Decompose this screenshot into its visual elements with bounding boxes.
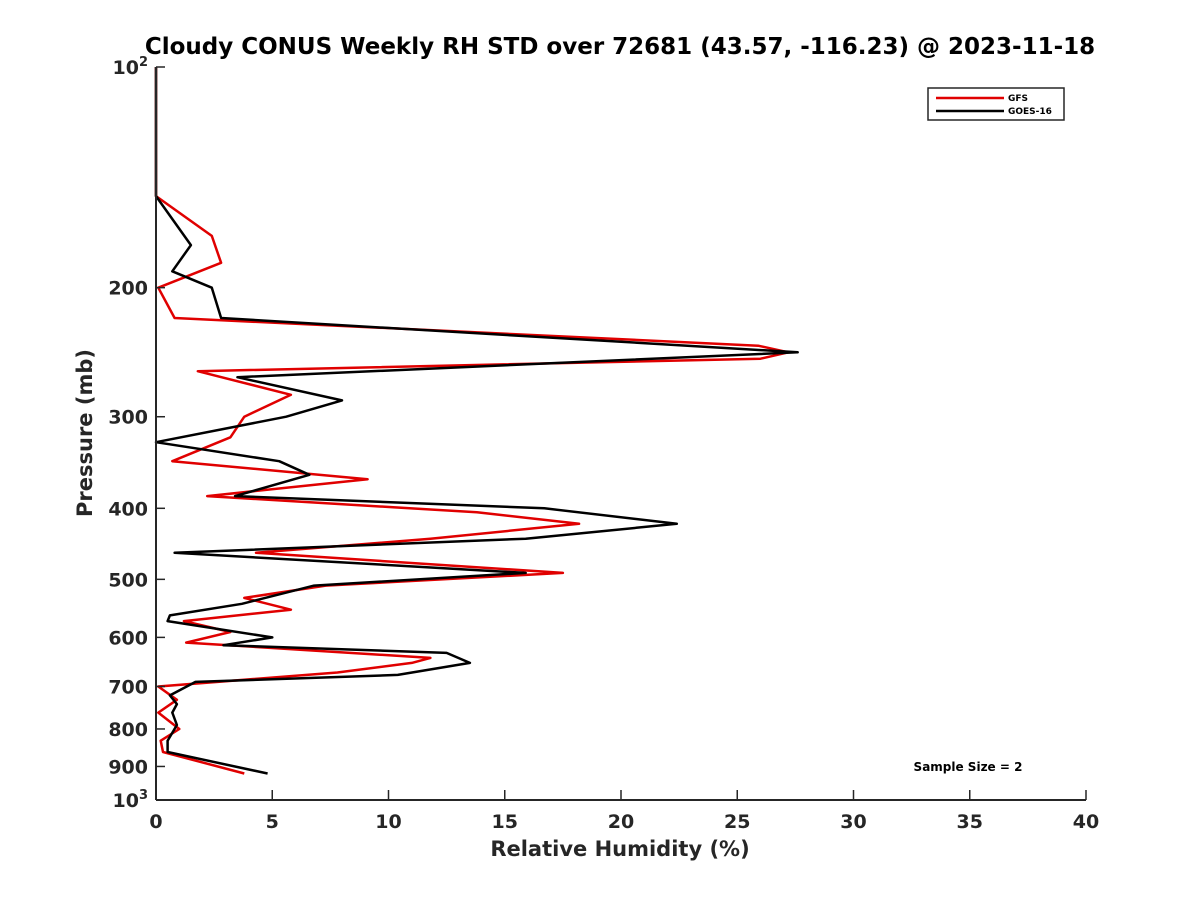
x-tick-label: 30 xyxy=(840,811,866,833)
y-ticks: 102 200 300 400 500 600 700 800 900 103 xyxy=(108,55,165,812)
sample-size-annotation: Sample Size = 2 xyxy=(914,760,1023,774)
x-tick-label: 40 xyxy=(1073,811,1099,833)
x-axis-label: Relative Humidity (%) xyxy=(490,837,749,861)
x-tick-label: 15 xyxy=(492,811,518,833)
x-tick-label: 25 xyxy=(724,811,750,833)
y-tick-label: 200 xyxy=(108,278,148,300)
legend-box xyxy=(927,87,1065,121)
x-tick-label: 5 xyxy=(266,811,279,833)
y-tick-label: 103 xyxy=(113,788,149,812)
x-tick-label: 10 xyxy=(375,811,401,833)
series-layer xyxy=(154,67,799,775)
y-tick-label: 500 xyxy=(108,569,148,591)
legend: GFS GOES-16 xyxy=(927,87,1065,121)
y-tick-label: 300 xyxy=(108,407,148,429)
axes-layer xyxy=(155,67,1086,801)
y-tick-label: 102 xyxy=(113,55,149,79)
x-tick-label: 0 xyxy=(149,811,162,833)
legend-label-gfs: GFS xyxy=(1008,94,1028,104)
y-tick-label: 700 xyxy=(108,676,148,698)
chart-title: Cloudy CONUS Weekly RH STD over 72681 (4… xyxy=(145,34,1095,60)
y-tick-label: 800 xyxy=(108,719,148,741)
y-tick-label: 400 xyxy=(108,498,148,520)
x-ticks: 0 5 10 15 20 25 30 35 40 xyxy=(149,790,1099,833)
plot-area xyxy=(154,67,799,775)
x-tick-label: 20 xyxy=(608,811,634,833)
legend-label-goes-16: GOES-16 xyxy=(1008,107,1052,117)
y-tick-label: 600 xyxy=(108,627,148,649)
x-tick-label: 35 xyxy=(957,811,983,833)
y-tick-label: 900 xyxy=(108,756,148,778)
y-axis-label: Pressure (mb) xyxy=(73,349,97,517)
series-line-gfs xyxy=(154,67,790,775)
series-line-goes-16 xyxy=(154,67,799,775)
